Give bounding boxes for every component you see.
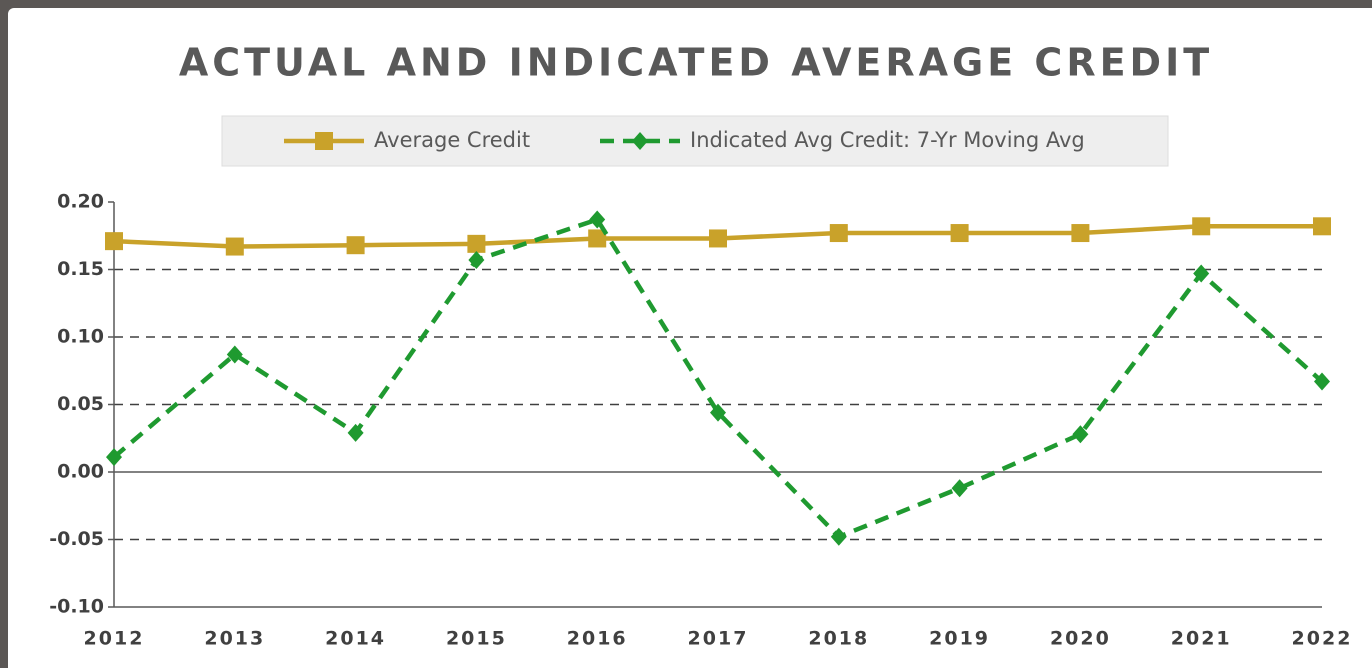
marker: [106, 448, 122, 467]
y-tick-label: -0.10: [49, 596, 104, 618]
x-tick-label: 2021: [1171, 628, 1232, 650]
marker: [467, 234, 486, 253]
marker: [347, 423, 364, 442]
marker: [830, 527, 847, 546]
marker: [315, 132, 333, 150]
x-tick-label: 2019: [929, 628, 990, 650]
marker: [951, 479, 968, 498]
x-tick-label: 2015: [446, 628, 507, 650]
legend-box: [221, 115, 1169, 167]
marker: [105, 232, 123, 251]
y-tick-label: 0.10: [57, 326, 104, 348]
legend-label: Average Credit: [374, 128, 530, 152]
x-tick-label: 2022: [1292, 628, 1353, 650]
y-tick-label: -0.05: [49, 528, 104, 550]
marker: [225, 237, 244, 256]
marker: [589, 210, 606, 229]
x-tick-label: 2018: [808, 628, 869, 650]
marker: [1071, 224, 1090, 243]
marker: [709, 229, 727, 248]
marker: [346, 236, 365, 255]
y-tick-label: 0.05: [57, 393, 104, 415]
legend-label: Indicated Avg Credit: 7-Yr Moving Avg: [690, 128, 1085, 152]
marker: [1314, 372, 1330, 391]
marker: [710, 403, 726, 422]
marker: [950, 224, 969, 243]
x-tick-label: 2012: [84, 628, 145, 650]
marker: [632, 132, 648, 150]
x-tick-label: 2016: [567, 628, 628, 650]
x-tick-label: 2020: [1050, 628, 1111, 650]
y-tick-label: 0.20: [57, 191, 104, 213]
marker: [829, 224, 848, 243]
y-tick-label: 0.15: [57, 258, 104, 280]
x-tick-label: 2013: [204, 628, 265, 650]
series-line: [112, 216, 1324, 540]
x-tick-label: 2017: [688, 628, 749, 650]
marker: [588, 229, 607, 248]
marker: [1193, 264, 1210, 283]
marker: [1313, 217, 1331, 236]
marker: [1072, 425, 1089, 444]
x-tick-label: 2014: [325, 628, 386, 650]
marker: [226, 345, 243, 364]
y-tick-label: 0.00: [57, 461, 104, 483]
marker: [1192, 217, 1211, 236]
marker: [468, 251, 485, 270]
chart-title: ACTUAL AND INDICATED AVERAGE CREDIT: [179, 41, 1213, 85]
